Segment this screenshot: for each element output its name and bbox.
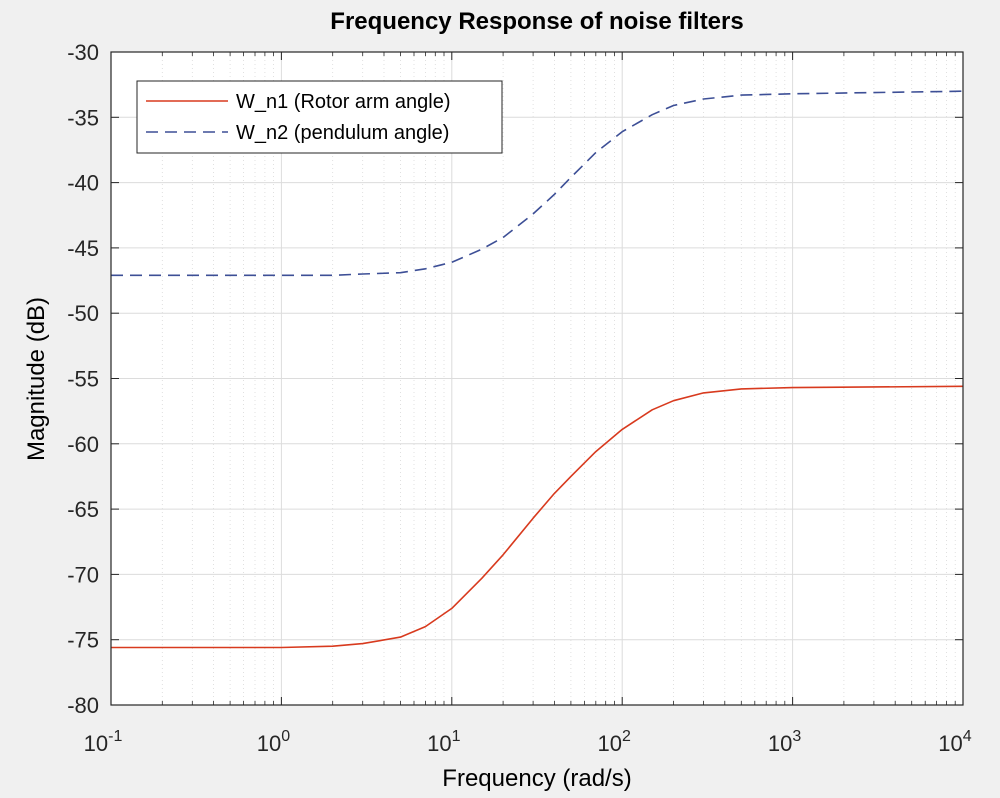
legend-label-w-n2: W_n2 (pendulum angle) bbox=[236, 122, 449, 144]
x-axis-label: Frequency (rad/s) bbox=[442, 765, 631, 792]
y-tick-label: -75 bbox=[67, 628, 99, 653]
y-tick-label: -60 bbox=[67, 432, 99, 457]
chart-title: Frequency Response of noise filters bbox=[330, 8, 743, 35]
x-tick-labels: 10-1 100 101 102 103 104 bbox=[84, 728, 972, 756]
y-tick-labels: -30 -35 -40 -45 -50 -55 -60 -65 -70 -75 -80 bbox=[67, 40, 99, 718]
major-grid bbox=[111, 52, 963, 705]
axis-ticks bbox=[110, 51, 964, 706]
y-tick-label: -70 bbox=[67, 562, 99, 587]
y-tick-label: -35 bbox=[67, 105, 99, 130]
x-tick-label: 100 bbox=[257, 728, 290, 756]
series-line-w-n1 bbox=[111, 385, 964, 649]
x-tick-label: 102 bbox=[598, 728, 631, 756]
y-tick-label: -40 bbox=[67, 171, 99, 196]
legend: W_n1 (Rotor arm angle) W_n2 (pendulum an… bbox=[136, 80, 503, 154]
x-tick-label: 10-1 bbox=[84, 728, 123, 756]
minor-grid bbox=[161, 52, 956, 705]
series-layer bbox=[111, 90, 964, 649]
y-tick-label: -80 bbox=[67, 693, 99, 718]
y-tick-label: -50 bbox=[67, 301, 99, 326]
x-tick-label: 103 bbox=[768, 728, 801, 756]
y-tick-label: -45 bbox=[67, 236, 99, 261]
x-tick-label: 101 bbox=[427, 728, 460, 756]
y-tick-label: -55 bbox=[67, 367, 99, 392]
legend-box bbox=[136, 80, 503, 154]
x-tick-label: 104 bbox=[938, 728, 971, 756]
legend-label-w-n1: W_n1 (Rotor arm angle) bbox=[236, 91, 451, 113]
series-line-w-n2 bbox=[111, 90, 964, 277]
y-tick-label: -30 bbox=[67, 40, 99, 65]
y-tick-label: -65 bbox=[67, 497, 99, 522]
y-axis-label: Magnitude (dB) bbox=[23, 297, 50, 461]
